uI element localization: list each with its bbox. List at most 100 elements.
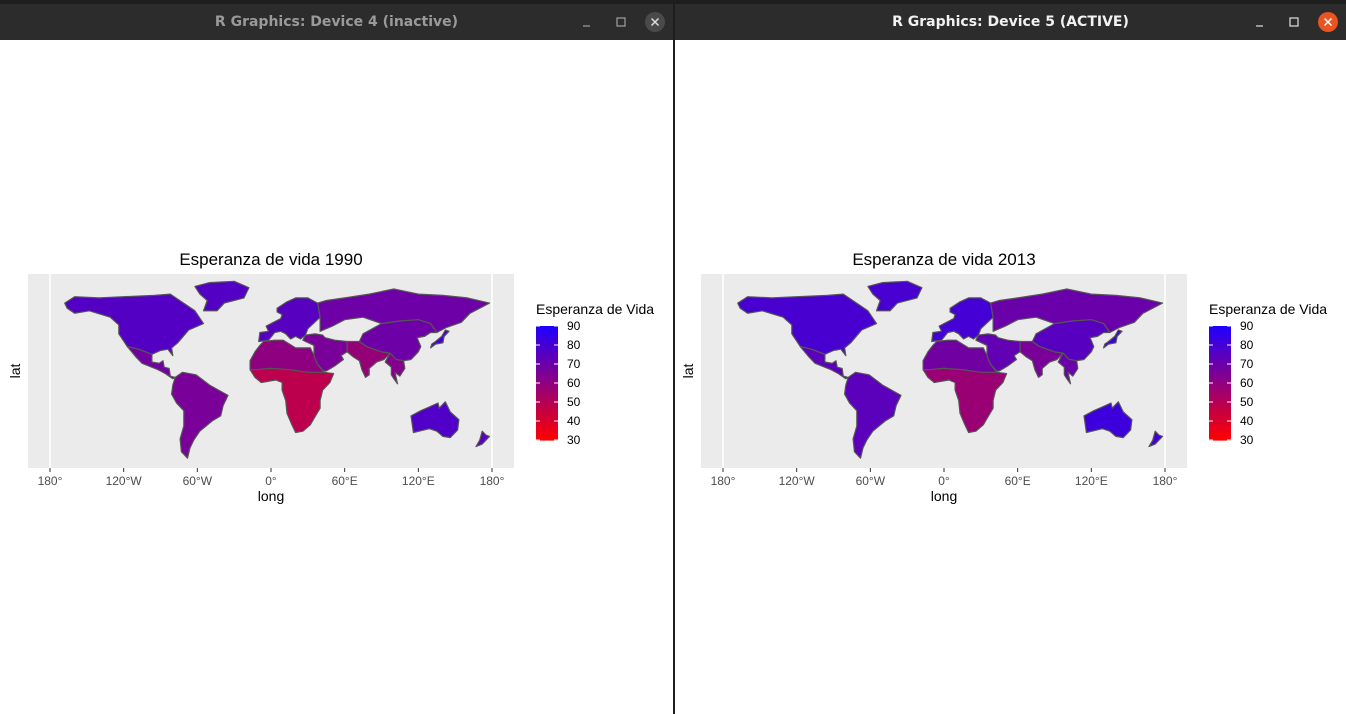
region-middle-east [975, 333, 1021, 372]
region-southeast-asia [1057, 352, 1079, 385]
x-tick-label: 120°E [402, 474, 435, 488]
legend-tick-label: 40 [1240, 414, 1254, 428]
legend-tick-label: 70 [1240, 357, 1254, 371]
region-north-america [64, 293, 205, 357]
x-axis-ticks: 180° 120°W 60°W 0° 60°E 120°E 180° [38, 468, 505, 488]
x-tick-label: 120°W [779, 474, 816, 488]
panel-grid [49, 274, 493, 468]
colorbar-segment [536, 374, 558, 378]
close-button[interactable] [645, 12, 665, 32]
legend-title: Esperanza de Vida [1209, 301, 1327, 317]
colorbar-segment [1209, 374, 1231, 378]
colorbar-segment [536, 408, 558, 413]
legend-tick-label: 90 [567, 319, 581, 333]
colorbar-segment [536, 343, 558, 347]
window-title: R Graphics: Device 5 (ACTIVE) [892, 14, 1129, 30]
region-russia [317, 288, 491, 334]
colorbar-segment [536, 425, 558, 430]
colorbar-segment [1209, 422, 1231, 427]
colorbar-segment [1209, 371, 1231, 376]
x-tick-label: 120°W [106, 474, 143, 488]
legend-tick-label: 80 [1240, 338, 1254, 352]
maximize-button[interactable] [611, 12, 631, 32]
colorbar-segment [1209, 363, 1231, 367]
colorbar-segment [1209, 408, 1231, 413]
colorbar-segment [1209, 431, 1231, 435]
colorbar-segment [536, 363, 558, 367]
window-titlebar[interactable]: R Graphics: Device 4 (inactive) [0, 4, 673, 40]
colorbar-segment [536, 414, 558, 418]
colorbar-segment [536, 437, 558, 441]
colorbar-segment [536, 422, 558, 427]
choropleth-plot: Esperanza de vida 1990 180° 120°W 60°W 0° 60… [7, 250, 654, 504]
graphics-window-device-5[interactable]: R Graphics: Device 5 (ACTIVE) Esperanza … [675, 4, 1346, 714]
region-europe [931, 297, 994, 343]
colorbar-segment [536, 400, 558, 404]
x-tick-label: 60°E [332, 474, 358, 488]
colorbar-segment [1209, 380, 1231, 384]
colorbar-segment [1209, 328, 1231, 333]
region-north-america [737, 293, 878, 357]
colorbar-segment [536, 351, 558, 356]
close-button[interactable] [1318, 12, 1338, 32]
colorbar-segment [1209, 405, 1231, 410]
window-title: R Graphics: Device 4 (inactive) [214, 14, 459, 30]
colorbar-segment [536, 380, 558, 384]
colorbar-segment [536, 383, 558, 387]
colorbar-segment [536, 337, 558, 341]
x-tick-label: 180° [38, 474, 63, 488]
x-tick-label: 60°E [1005, 474, 1031, 488]
region-central-america [126, 346, 176, 380]
colorbar-segment [1209, 331, 1231, 336]
maximize-icon [1289, 17, 1299, 27]
x-tick-label: 120°E [1075, 474, 1108, 488]
map-regions [64, 280, 491, 459]
plot-canvas: Esperanza de vida 2013 180° 120°W 60°W 0° 60… [675, 40, 1346, 714]
colorbar-segment [1209, 337, 1231, 341]
colorbar-segment [536, 391, 558, 395]
colorbar-segment [536, 345, 558, 350]
colorbar-segment [1209, 437, 1231, 441]
x-tick-label: 60°W [183, 474, 213, 488]
region-new-zealand [1148, 430, 1164, 448]
y-axis-label: lat [680, 364, 696, 379]
x-tick-label: 0° [265, 474, 277, 488]
colorbar-segment [1209, 357, 1231, 361]
colorbar-segment [536, 394, 558, 398]
colorbar-segment [536, 340, 558, 344]
region-australia [1083, 401, 1133, 439]
map-regions [737, 280, 1164, 459]
x-tick-label: 180° [480, 474, 505, 488]
region-japan [430, 329, 450, 349]
graphics-window-device-4[interactable]: R Graphics: Device 4 (inactive) Esperanz… [0, 4, 673, 714]
colorbar-segment [536, 434, 558, 438]
minimize-button[interactable] [1250, 12, 1270, 32]
region-greenland [867, 280, 923, 312]
plot-canvas: Esperanza de vida 1990 180° 120°W 60°W 0° 60… [0, 40, 673, 714]
x-axis-ticks: 180° 120°W 60°W 0° 60°E 120°E 180° [711, 468, 1178, 488]
colorbar-segment [536, 385, 558, 390]
colorbar-segment [536, 428, 558, 433]
colorbar-segment [536, 402, 558, 407]
legend-title: Esperanza de Vida [536, 301, 654, 317]
region-australia [410, 401, 460, 439]
colorbar-segment [536, 354, 558, 358]
window-titlebar[interactable]: R Graphics: Device 5 (ACTIVE) [675, 4, 1346, 40]
region-europe [258, 297, 321, 343]
region-south-america [171, 371, 229, 459]
colorbar-segment [536, 377, 558, 381]
legend-tick-label: 50 [1240, 395, 1254, 409]
colorbar-segment [536, 368, 558, 373]
minimize-button[interactable] [577, 12, 597, 32]
colorbar-segment [1209, 414, 1231, 418]
colorbar-segment [1209, 334, 1231, 338]
maximize-button[interactable] [1284, 12, 1304, 32]
colorbar-segment [536, 397, 558, 401]
legend-colorbar: 90 80 70 60 50 40 30 [1209, 319, 1254, 447]
colorbar-segment [1209, 383, 1231, 387]
colorbar-segment [1209, 388, 1231, 393]
region-greenland [194, 280, 250, 312]
colorbar-segment [536, 420, 558, 424]
colorbar-segment [536, 411, 558, 415]
colorbar-segment [536, 334, 558, 338]
